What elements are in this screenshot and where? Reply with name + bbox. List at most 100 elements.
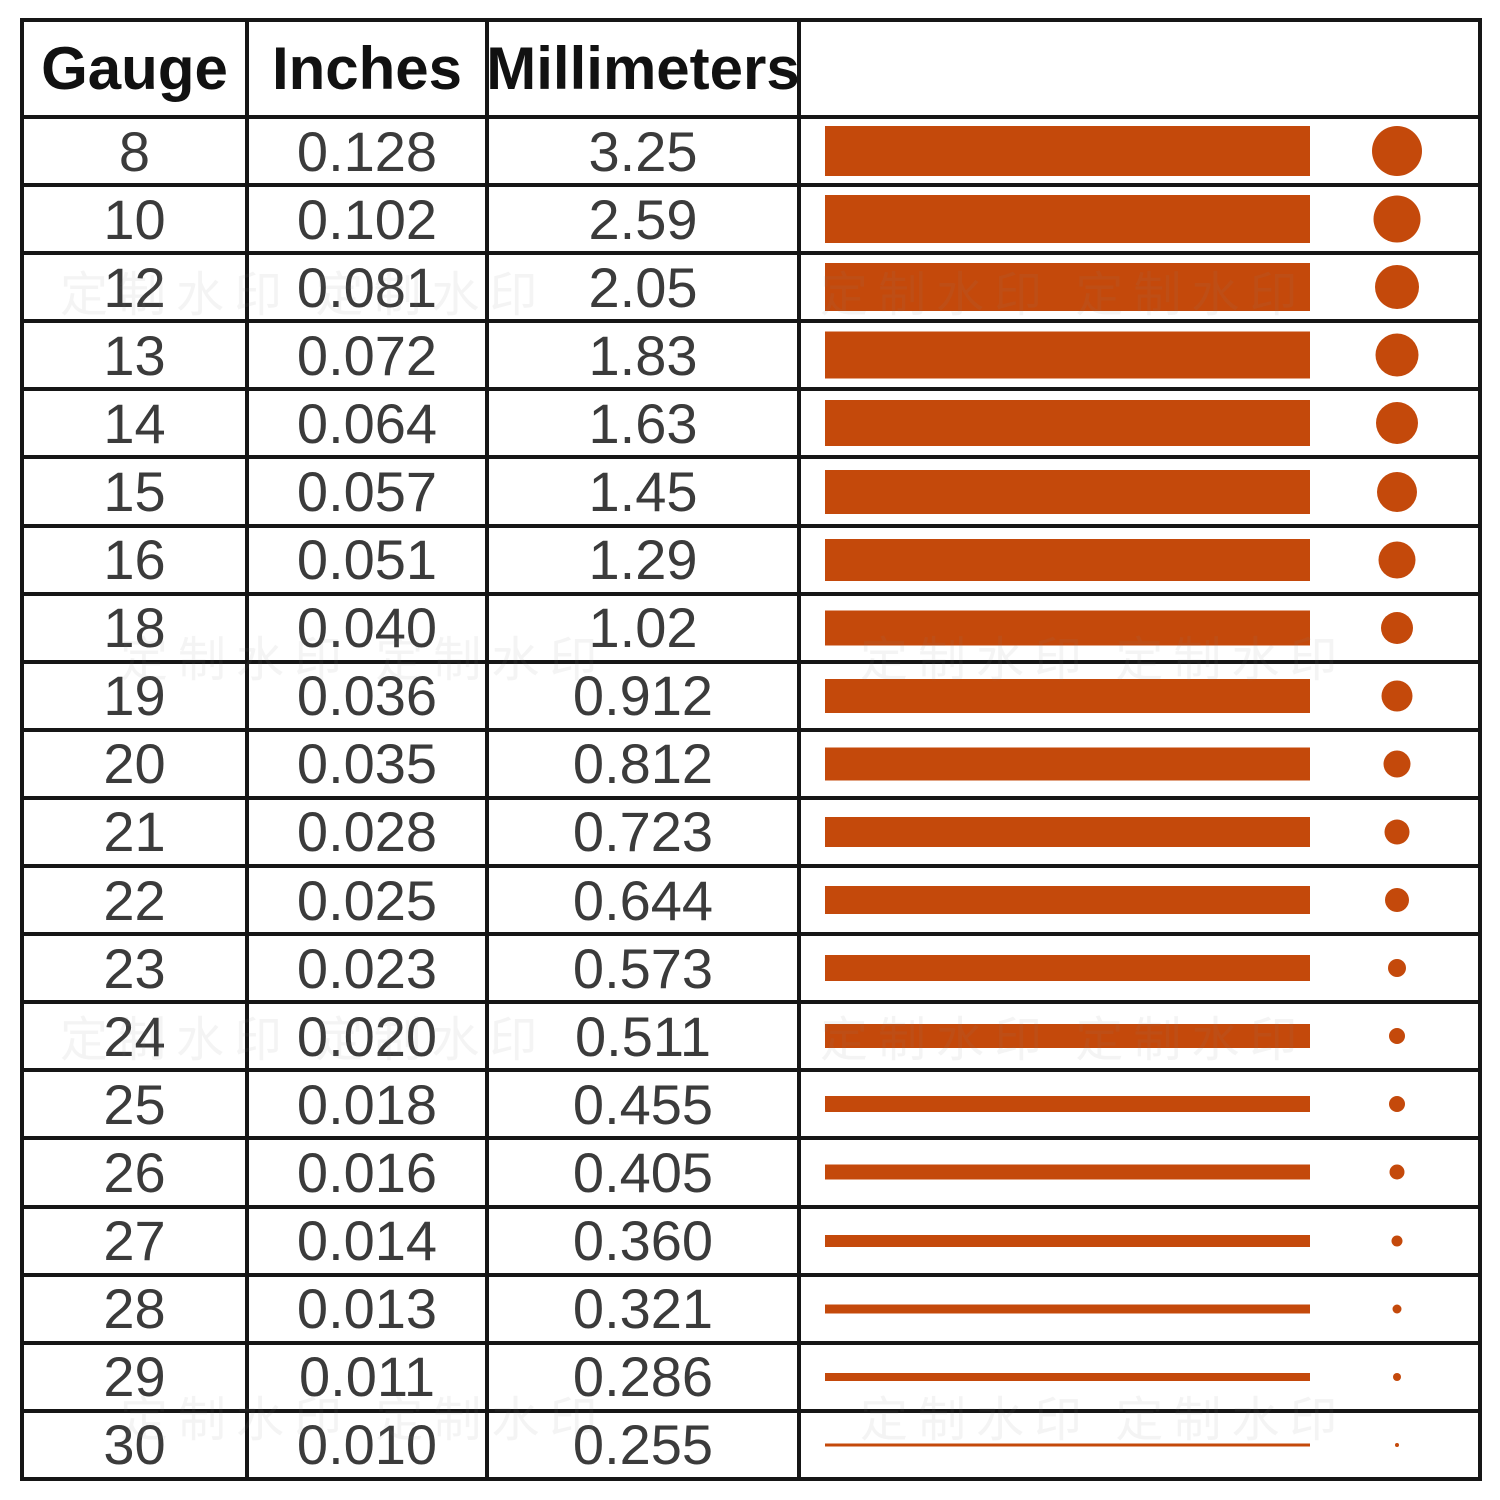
size-visual-cell [801,800,1478,864]
wire-diameter-dot [1378,541,1416,579]
wire-diameter-dot [1389,1164,1405,1180]
millimeters-value: 0.644 [489,868,801,933]
wire-thickness-bar [825,331,1310,379]
gauge-value: 23 [24,936,249,1001]
gauge-value: 28 [24,1276,249,1341]
gauge-value: 29 [24,1344,249,1409]
wire-diameter-dot [1392,1304,1402,1314]
table-row: 23 0.023 0.573 [24,936,1478,1005]
gauge-value: 18 [24,595,249,660]
size-visual-cell [801,936,1478,1000]
header-millimeters: Millimeters [489,22,801,115]
size-visual-cell [801,732,1478,796]
wire-thickness-bar [825,195,1310,244]
size-visual-cell [801,868,1478,932]
wire-diameter-dot [1377,471,1417,512]
wire-diameter-dot [1395,1442,1399,1447]
inches-value: 0.072 [249,323,489,388]
table-row: 25 0.018 0.455 [24,1072,1478,1141]
millimeters-value: 1.83 [489,323,801,388]
millimeters-value: 1.29 [489,527,801,592]
table-row: 12 0.081 2.05 [24,255,1478,324]
millimeters-value: 0.405 [489,1140,801,1205]
header-row: Gauge Inches Millimeters [24,22,1478,119]
size-visual-cell [801,528,1478,592]
gauge-value: 19 [24,663,249,728]
gauge-value: 24 [24,1004,249,1069]
size-visual-cell [801,1140,1478,1204]
table-row: 15 0.057 1.45 [24,459,1478,528]
wire-gauge-table: Gauge Inches Millimeters 8 0.128 3.25 10… [20,18,1482,1481]
gauge-value: 13 [24,323,249,388]
inches-value: 0.028 [249,799,489,865]
wire-thickness-bar [825,955,1310,982]
wire-diameter-dot [1389,1028,1405,1045]
inches-value: 0.057 [249,459,489,524]
gauge-value: 21 [24,799,249,865]
inches-value: 0.035 [249,731,489,796]
table-row: 8 0.128 3.25 [24,119,1478,188]
header-visual [801,22,1478,115]
table-row: 28 0.013 0.321 [24,1276,1478,1345]
millimeters-value: 3.25 [489,119,801,184]
millimeters-value: 1.02 [489,595,801,660]
wire-thickness-bar [825,886,1310,915]
gauge-value: 25 [24,1072,249,1137]
size-visual-cell [801,391,1478,455]
inches-value: 0.128 [249,119,489,184]
millimeters-value: 0.455 [489,1072,801,1137]
table-row: 20 0.035 0.812 [24,731,1478,800]
gauge-value: 14 [24,391,249,456]
millimeters-value: 0.321 [489,1276,801,1341]
size-visual-cell [801,1004,1478,1068]
table-row: 24 0.020 0.511 [24,1004,1478,1073]
millimeters-value: 1.63 [489,391,801,456]
wire-thickness-bar [825,1096,1310,1113]
wire-diameter-dot [1381,680,1413,712]
wire-diameter-dot [1391,1235,1403,1247]
gauge-value: 26 [24,1140,249,1205]
inches-value: 0.020 [249,1004,489,1069]
millimeters-value: 0.511 [489,1004,801,1069]
wire-diameter-dot [1373,195,1421,243]
wire-diameter-dot [1389,1096,1405,1113]
wire-thickness-bar [825,1372,1310,1381]
table-row: 30 0.010 0.255 [24,1412,1478,1477]
gauge-value: 15 [24,459,249,524]
gauge-value: 22 [24,868,249,933]
wire-thickness-bar [825,1304,1310,1314]
millimeters-value: 1.45 [489,459,801,524]
gauge-value: 12 [24,255,249,320]
size-visual-cell [801,1345,1478,1409]
table-row: 21 0.028 0.723 [24,799,1478,869]
table-row: 18 0.040 1.02 [24,595,1478,664]
millimeters-value: 0.286 [489,1344,801,1409]
table-row: 16 0.051 1.29 [24,527,1478,596]
wire-thickness-bar [825,1234,1310,1247]
millimeters-value: 0.360 [489,1208,801,1273]
wire-thickness-bar [825,538,1310,581]
table-row: 14 0.064 1.63 [24,391,1478,460]
table-row: 13 0.072 1.83 [24,323,1478,392]
inches-value: 0.016 [249,1140,489,1205]
inches-value: 0.011 [249,1344,489,1409]
millimeters-value: 0.573 [489,936,801,1001]
inches-value: 0.064 [249,391,489,456]
wire-diameter-dot [1375,265,1419,310]
size-visual-cell [801,459,1478,523]
inches-value: 0.102 [249,187,489,252]
size-visual-cell [801,323,1478,387]
table-row: 26 0.016 0.405 [24,1140,1478,1209]
gauge-value: 10 [24,187,249,252]
inches-value: 0.036 [249,663,489,728]
millimeters-value: 2.05 [489,255,801,320]
size-visual-cell [801,664,1478,728]
millimeters-value: 0.912 [489,663,801,728]
wire-thickness-bar [825,1024,1310,1049]
gauge-value: 16 [24,527,249,592]
inches-value: 0.010 [249,1412,489,1477]
gauge-value: 20 [24,731,249,796]
wire-thickness-bar [825,126,1310,177]
gauge-value: 30 [24,1412,249,1477]
inches-value: 0.081 [249,255,489,320]
